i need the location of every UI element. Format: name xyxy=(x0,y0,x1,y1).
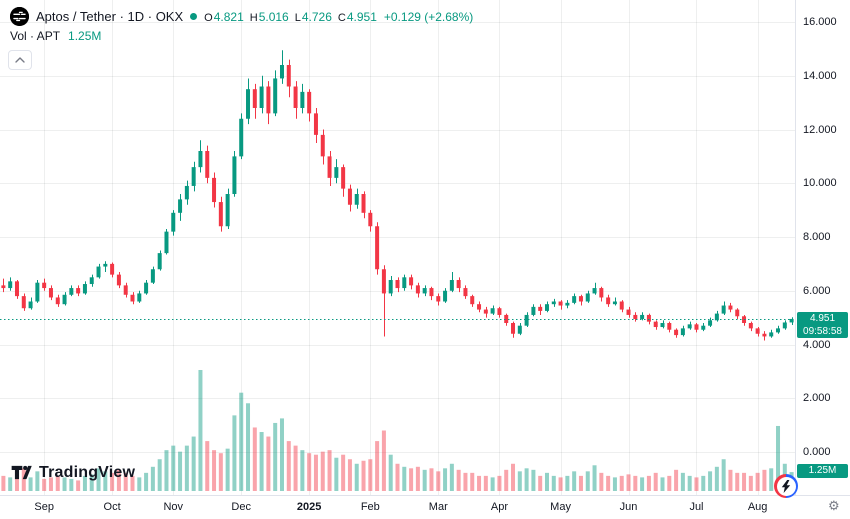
ohlc-open-label: O xyxy=(204,11,213,24)
price-tick-label: 8.000 xyxy=(803,231,831,243)
ohlc-low-value: 4.726 xyxy=(301,9,332,24)
time-axis[interactable]: Sep Oct Nov Dec 2025 Feb Mar Apr May Jun Jul Aug xyxy=(0,495,850,519)
ohlc-high-label: H xyxy=(249,11,258,24)
price-tick-label: 16.000 xyxy=(803,16,837,28)
price-tick-label: 4.000 xyxy=(803,338,831,351)
time-tick-label: Oct xyxy=(103,501,121,513)
ohlc-change-value: +0.129 (+2.68%) xyxy=(383,9,474,24)
candlestick-chart-canvas[interactable] xyxy=(0,0,795,495)
price-tick-label: 14.000 xyxy=(803,69,837,82)
price-axis[interactable]: 16.000 14.000 12.000 10.000 8.000 6.000 4.000 2… xyxy=(795,0,850,495)
tradingview-logo-icon xyxy=(11,465,32,480)
time-tick-label: Sep xyxy=(34,501,54,513)
time-tick-label: Aug xyxy=(747,501,768,513)
time-tick-label: Feb xyxy=(360,501,380,513)
chevron-up-icon xyxy=(15,57,25,63)
volume-legend-label[interactable]: Vol · APT xyxy=(10,29,61,43)
symbol-legend: Aptos / Tether · 1D · OKX O 4.821 H 5.016 … xyxy=(10,7,473,26)
time-tick-label: Jul xyxy=(689,501,704,513)
price-tick-label: 0.000 xyxy=(803,446,831,458)
time-tick-label: 2025 xyxy=(296,501,322,513)
time-tick-label: Nov xyxy=(163,501,184,513)
instant-trading-button[interactable] xyxy=(774,474,798,498)
last-price-value: 4.951 xyxy=(809,312,836,324)
time-tick-label: May xyxy=(550,501,571,513)
time-tick-label: Jun xyxy=(619,501,638,513)
bar-countdown: 09:58:58 xyxy=(803,325,842,337)
axis-settings-gear-icon[interactable]: ⚙ xyxy=(828,498,840,513)
price-tick-label: 10.000 xyxy=(803,177,837,190)
last-price-tag: 4.951 09:58:58 xyxy=(797,311,848,338)
ohlc-open-value: 4.821 xyxy=(213,9,244,24)
last-volume-tag: 1.25M xyxy=(797,464,848,479)
collapse-legend-button[interactable] xyxy=(8,50,32,70)
ohlc-high-value: 5.016 xyxy=(258,9,289,24)
time-tick-label: Dec xyxy=(231,501,251,513)
volume-legend: Vol · APT 1.25M xyxy=(10,29,101,43)
ohlc-low-label: L xyxy=(294,11,301,24)
ohlc-close-label: C xyxy=(337,11,346,24)
ohlc-values: O 4.821 H 5.016 L 4.726 C 4.951 +0.129 (+2.6… xyxy=(204,10,473,24)
aptos-logo-icon xyxy=(10,7,29,26)
last-volume-value: 1.25M xyxy=(808,465,837,477)
market-status-dot-icon[interactable] xyxy=(190,13,198,20)
ohlc-close-value: 4.951 xyxy=(346,9,377,24)
price-tick-label: 6.000 xyxy=(803,284,831,297)
tradingview-watermark-text: TradingView xyxy=(39,463,136,481)
symbol-title[interactable]: Aptos / Tether · 1D · OKX xyxy=(36,9,184,24)
price-tick-label: 2.000 xyxy=(803,392,831,405)
tradingview-watermark[interactable]: TradingView xyxy=(10,461,135,484)
lightning-icon xyxy=(776,476,796,496)
time-tick-label: Mar xyxy=(428,501,448,513)
price-tick-label: 12.000 xyxy=(803,123,837,136)
volume-legend-value: 1.25M xyxy=(68,29,102,43)
time-tick-label: Apr xyxy=(490,501,508,513)
